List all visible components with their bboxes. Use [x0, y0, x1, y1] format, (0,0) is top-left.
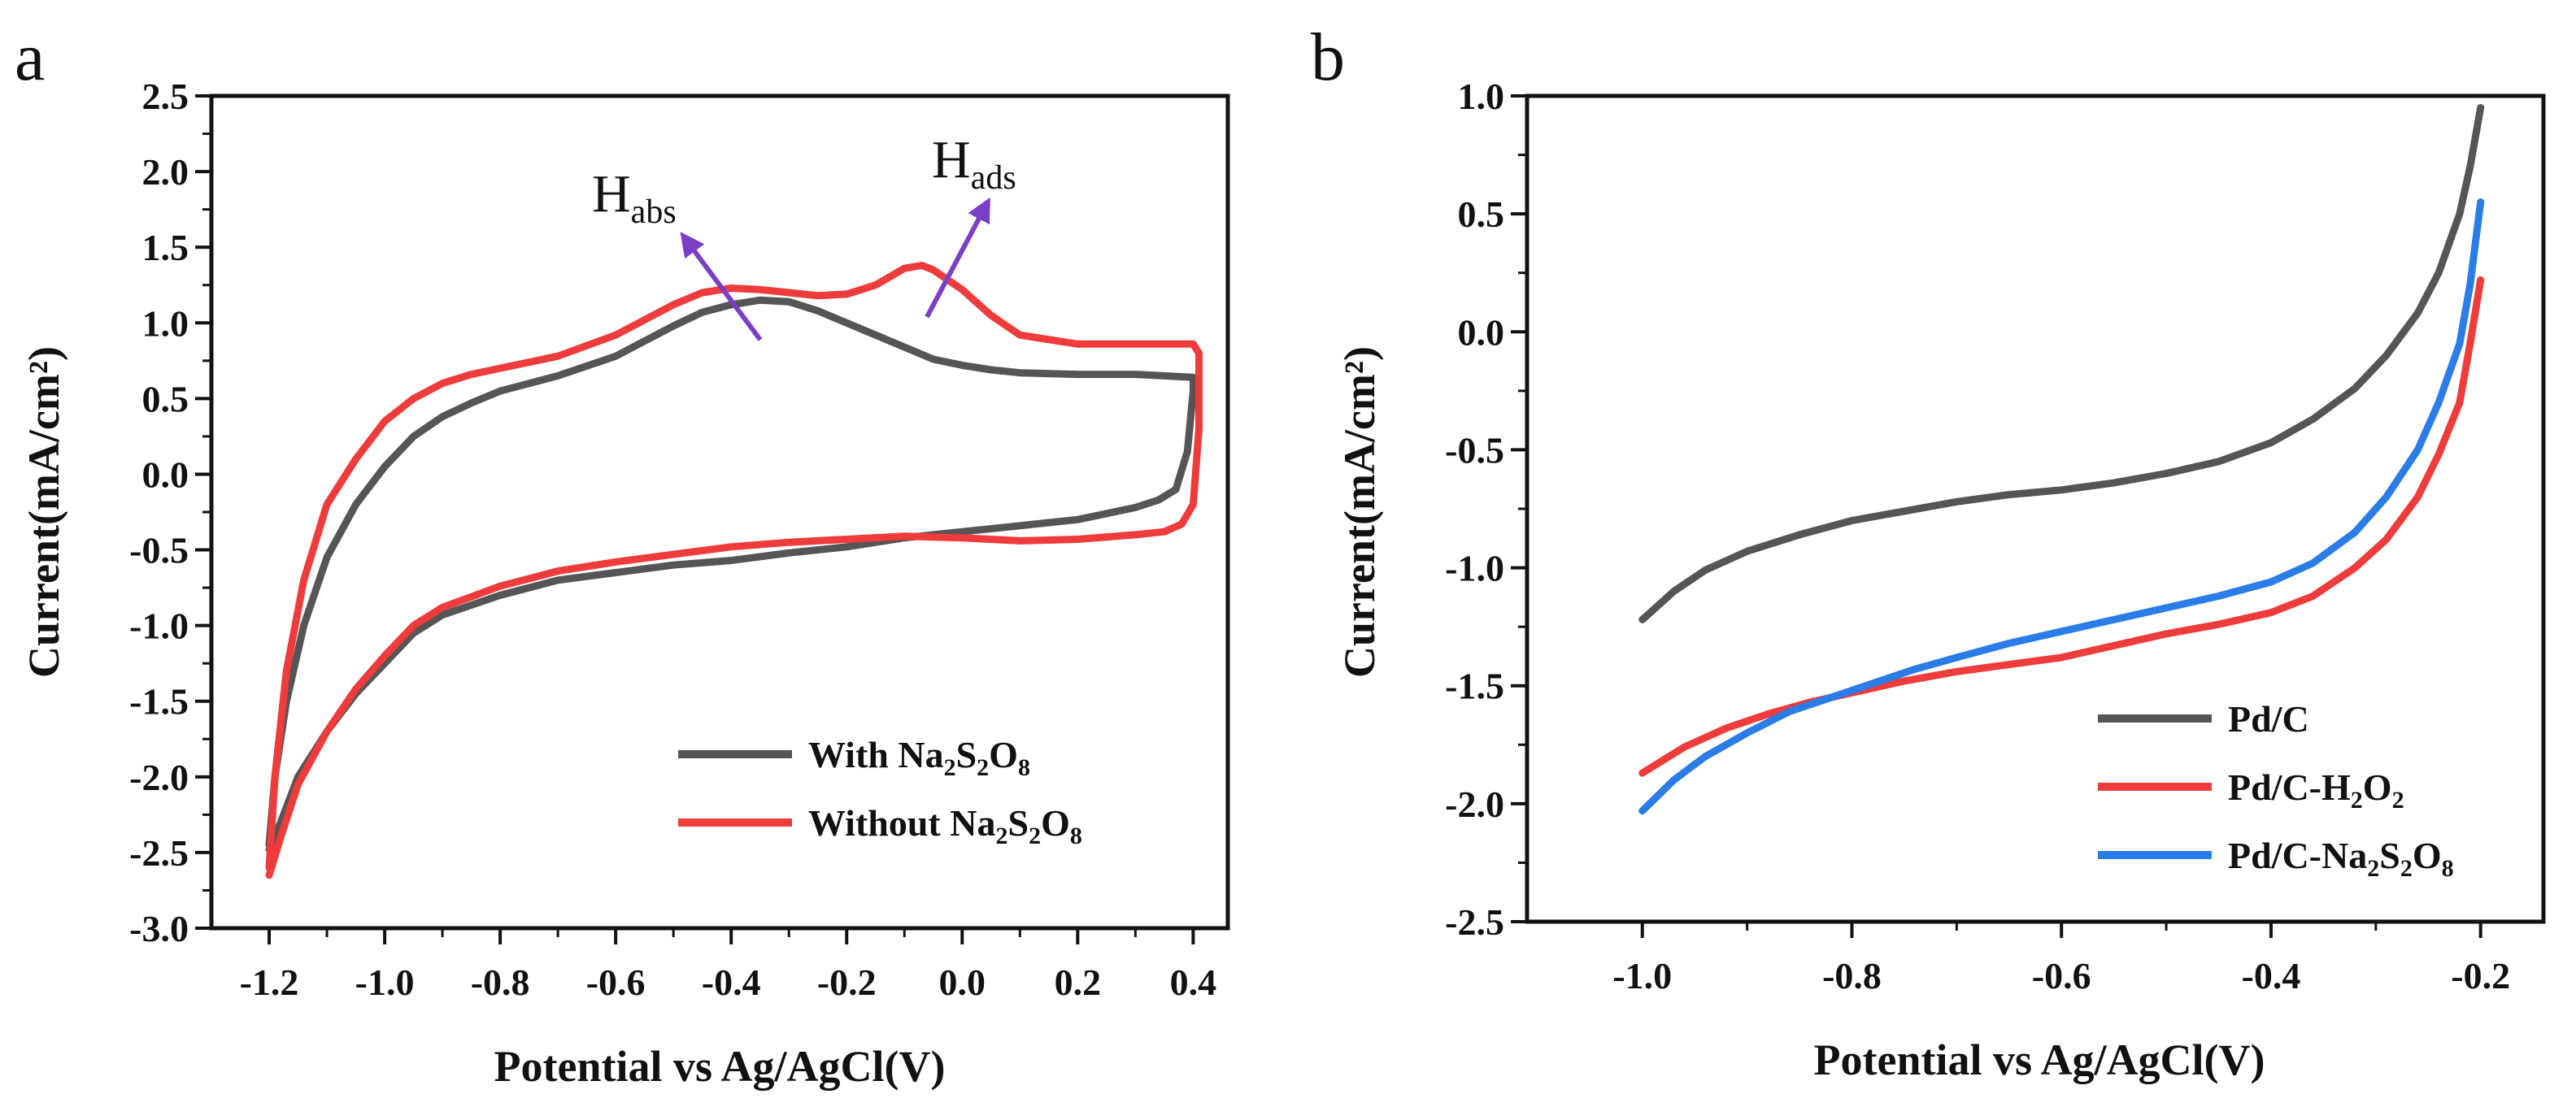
y-tick-label: 0.0	[1458, 311, 1505, 353]
x-tick-label: -0.6	[2032, 955, 2091, 996]
x-tick-label: -0.4	[2242, 955, 2301, 996]
y-tick-label: 1.0	[1458, 76, 1505, 117]
panel-b-y-tick-labels: 1.0 0.5 0.0 -0.5 -1.0 -1.5 -2.0 -2.5	[1445, 76, 1504, 943]
y-tick-label: 0.0	[142, 454, 189, 495]
panel-a-label: a	[15, 20, 45, 95]
panel-b-x-tick-labels: -1.0 -0.8 -0.6 -0.4 -0.2	[1612, 955, 2510, 996]
panel-b-legend: Pd/C Pd/C-H2O2 Pd/C-Na2S2O8	[2098, 698, 2454, 882]
y-tick-label: 2.5	[142, 76, 189, 117]
x-tick-label: 0.2	[1055, 962, 1102, 1003]
panel-b-y-axis-label: Current(mA/cm²)	[1335, 346, 1384, 678]
y-tick-label: -1.5	[1445, 666, 1504, 707]
y-tick-label: -0.5	[1445, 429, 1504, 471]
legend-label-pd-c: Pd/C	[2228, 698, 2309, 740]
panel-a-frame	[209, 93, 1230, 931]
panel-a-legend: With Na2S2O8 Without Na2S2O8	[678, 734, 1082, 849]
y-tick-label: 1.0	[142, 302, 189, 344]
panel-b: b -1.0 -0.8 -0.6 -0.4 -0.2 1.0 0.5 0.0 -0.5 -1.0…	[1311, 20, 2546, 1084]
x-tick-label: -0.8	[471, 962, 530, 1003]
y-tick-label: -2.5	[129, 832, 189, 874]
annotation-h-abs: Habs	[592, 164, 763, 341]
x-tick-label: 0.4	[1170, 962, 1217, 1003]
y-tick-label: -1.5	[129, 681, 189, 723]
panel-a-x-axis-label: Potential vs Ag/AgCl(V)	[494, 1042, 946, 1091]
x-tick-label: 0.0	[939, 962, 986, 1003]
annotation-h-ads: Hads	[925, 130, 1016, 319]
legend-label-without-na2s2o8: Without Na2S2O8	[808, 802, 1082, 849]
annotation-h-abs-arrow	[680, 232, 763, 341]
annotation-h-abs-text: Habs	[592, 164, 677, 231]
panel-a: a -1.2 -1.0 -0.8 -0.6 -0.4 -0.2 0.0 0.2 0.4 2.52…	[15, 20, 1230, 1091]
panel-b-series	[1638, 104, 2485, 815]
x-tick-label: -1.2	[240, 962, 299, 1003]
x-tick-label: -0.2	[2451, 955, 2510, 996]
legend-label-pd-c-na2s2o8: Pd/C-Na2S2O8	[2228, 835, 2454, 882]
y-tick-label: 1.5	[142, 227, 189, 268]
panel-a-y-tick-labels: 2.5 2.0 1.5 1.0 0.5 0.0 -0.5 -1.0 -1.5 -2.0 -2.5 -3…	[129, 76, 189, 949]
x-tick-label: -0.4	[702, 962, 761, 1003]
y-tick-label: 2.0	[142, 151, 189, 193]
panel-a-ticks	[195, 94, 1195, 944]
y-tick-label: -2.5	[1445, 901, 1504, 943]
panel-a-x-tick-labels: -1.2 -1.0 -0.8 -0.6 -0.4 -0.2 0.0 0.2 0.4	[240, 962, 1217, 1003]
y-tick-label: 0.5	[142, 378, 189, 419]
series-line-pd-c-na2s2o8	[1638, 198, 2485, 815]
annotation-h-ads-arrow	[925, 197, 990, 319]
y-tick-label: -0.5	[129, 530, 189, 571]
panel-b-ticks	[1511, 94, 2482, 938]
y-tick-label: -1.0	[129, 606, 189, 647]
panel-b-x-axis-label: Potential vs Ag/AgCl(V)	[1814, 1035, 2265, 1084]
y-tick-label: -2.0	[1445, 784, 1504, 825]
x-tick-label: -0.6	[586, 962, 646, 1003]
x-tick-label: -0.8	[1822, 955, 1882, 996]
series-line-pd-c-h2o2	[1638, 276, 2485, 777]
panel-a-series	[265, 262, 1203, 879]
y-tick-label: -1.0	[1445, 548, 1504, 589]
panel-b-label: b	[1311, 20, 1345, 95]
y-tick-label: -2.0	[129, 757, 189, 798]
panel-a-gridless-frame	[209, 93, 1230, 931]
x-tick-label: -1.0	[355, 962, 415, 1003]
x-tick-label: -0.2	[817, 962, 877, 1003]
series-line-pd-c	[1638, 104, 2485, 623]
x-tick-label: -1.0	[1612, 955, 1672, 996]
series-line-with-na2s2o8	[265, 296, 1197, 853]
y-tick-label: -3.0	[129, 908, 189, 949]
series-line-without-na2s2o8	[265, 262, 1203, 879]
panel-a-y-axis-label: Current(mA/cm²)	[20, 346, 68, 678]
legend-label-with-na2s2o8: With Na2S2O8	[808, 734, 1030, 781]
y-tick-label: 0.5	[1458, 193, 1505, 235]
legend-label-pd-c-h2o2: Pd/C-H2O2	[2228, 766, 2404, 814]
annotation-h-ads-text: Hads	[932, 130, 1016, 197]
